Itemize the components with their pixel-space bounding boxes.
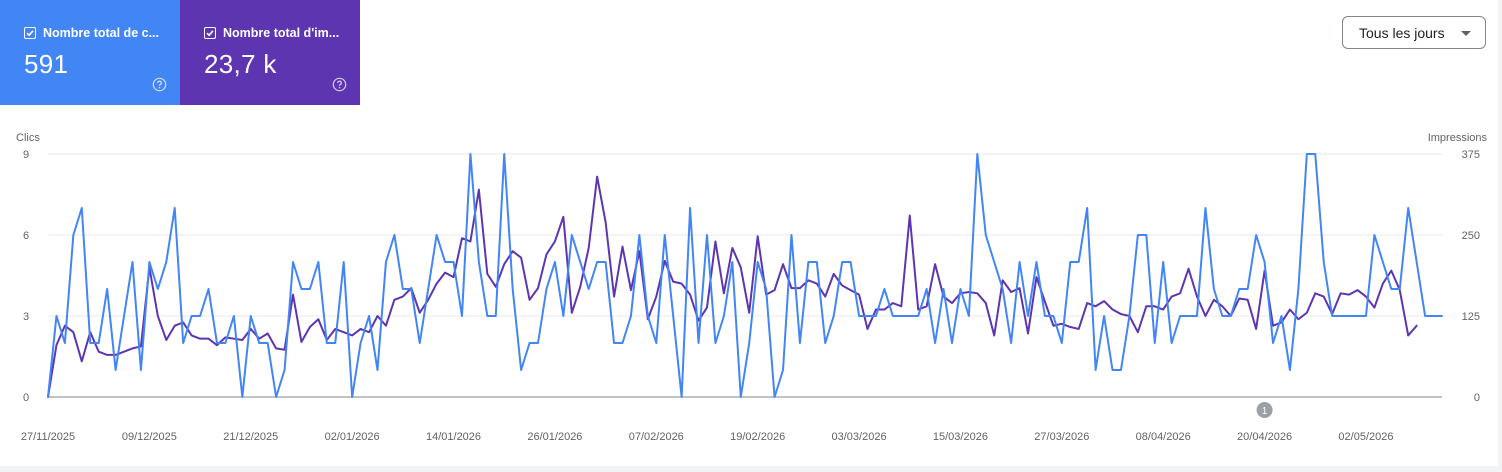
performance-chart[interactable]: Clics Impressions 0 3 6 9 0 125 250 375 27/11/…: [0, 120, 1498, 450]
annotation-badge[interactable]: [1256, 402, 1273, 418]
x-tick-label: 21/12/2025: [223, 431, 278, 443]
impressions-series-line: [47, 175, 1418, 398]
clicks-metric-tile[interactable]: Nombre total de c... 591: [0, 0, 180, 105]
date-granularity-dropdown[interactable]: Tous les jours: [1342, 16, 1486, 49]
x-tick-label: 26/01/2026: [527, 431, 582, 443]
dropdown-label: Tous les jours: [1359, 24, 1445, 41]
impressions-metric-value: 23,7 k: [204, 49, 277, 79]
y-right-tick-label: 375: [1462, 149, 1480, 161]
x-tick-label: 03/03/2026: [832, 431, 887, 443]
help-icon[interactable]: [152, 77, 167, 92]
x-tick-label: 09/12/2025: [122, 431, 177, 443]
y-left-tick-label: 3: [23, 311, 29, 323]
x-tick-label: 07/02/2026: [629, 431, 684, 443]
impressions-metric-tile[interactable]: Nombre total d'im... 23,7 k: [180, 0, 360, 105]
y-left-ticks: 0 3 6 9: [23, 149, 29, 404]
y-right-tick-label: 125: [1462, 311, 1480, 323]
x-tick-label: 02/05/2026: [1338, 431, 1393, 443]
x-tick-label: 08/04/2026: [1136, 431, 1191, 443]
impressions-metric-label: Nombre total d'im...: [223, 26, 340, 40]
clicks-metric-label: Nombre total de c...: [43, 26, 159, 40]
help-icon[interactable]: [332, 77, 347, 92]
y-left-tick-label: 6: [23, 230, 29, 242]
x-tick-label: 14/01/2026: [426, 431, 481, 443]
clicks-metric-value: 591: [24, 49, 69, 79]
x-tick-label: 20/04/2026: [1237, 431, 1292, 443]
dropdown-arrow-icon: [1461, 31, 1471, 36]
y-right-tick-label: 0: [1474, 392, 1480, 404]
series-lines: [47, 153, 1443, 398]
clicks-metric-header: Nombre total de c...: [24, 26, 159, 40]
clicks-series-line: [47, 153, 1443, 398]
grid-lines: [48, 153, 1442, 398]
y-right-tick-label: 250: [1462, 230, 1480, 242]
y-right-ticks: 0 125 250 375: [1462, 149, 1480, 404]
checkbox-icon[interactable]: [24, 27, 36, 39]
x-tick-label: 27/11/2025: [21, 431, 75, 443]
y-left-tick-label: 0: [23, 392, 29, 404]
annotation-marker[interactable]: 1: [1256, 402, 1273, 418]
y-left-axis-title: Clics: [16, 132, 40, 144]
y-left-tick-label: 9: [23, 149, 29, 161]
x-tick-label: 02/01/2026: [325, 431, 380, 443]
x-tick-label: 15/03/2026: [933, 431, 988, 443]
annotation-label: 1: [1262, 406, 1268, 417]
impressions-metric-header: Nombre total d'im...: [204, 26, 339, 40]
checkbox-icon[interactable]: [204, 27, 216, 39]
x-tick-label: 27/03/2026: [1034, 431, 1089, 443]
x-ticks: 27/11/2025 09/12/2025 21/12/2025 02/01/2026…: [21, 431, 1394, 443]
x-tick-label: 19/02/2026: [730, 431, 785, 443]
y-right-axis-title: Impressions: [1428, 132, 1488, 144]
